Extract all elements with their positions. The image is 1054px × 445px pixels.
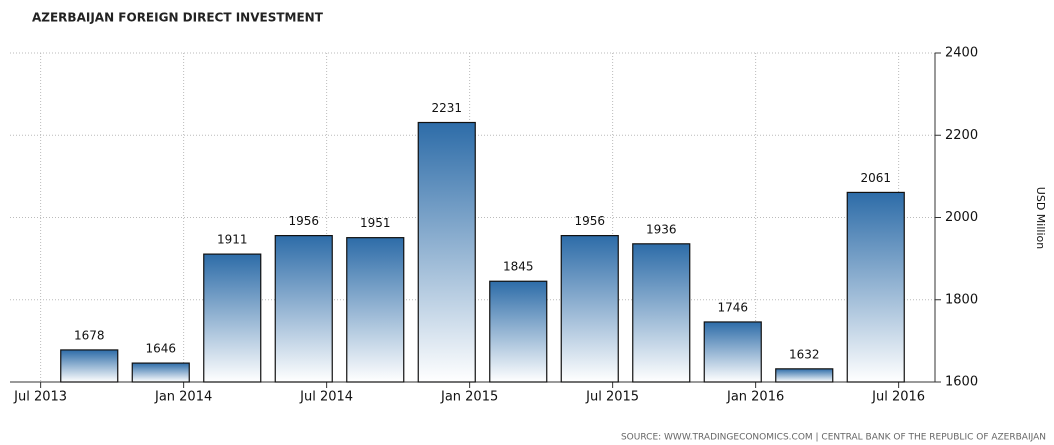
bar bbox=[846, 191, 905, 383]
bar bbox=[703, 321, 762, 383]
bar bbox=[274, 234, 333, 383]
bar bbox=[489, 280, 548, 383]
value-label: 1956 bbox=[574, 214, 605, 228]
bar bbox=[346, 237, 405, 383]
x-tick-label: Jul 2014 bbox=[299, 390, 353, 405]
value-label: 2061 bbox=[860, 171, 891, 185]
bar bbox=[560, 234, 619, 383]
chart-title: AZERBAIJAN FOREIGN DIRECT INVESTMENT bbox=[32, 11, 324, 25]
source-note: SOURCE: WWW.TRADINGECONOMICS.COM | CENTR… bbox=[621, 433, 1046, 443]
bar bbox=[632, 243, 691, 383]
value-label: 1646 bbox=[145, 342, 176, 356]
bar bbox=[203, 253, 262, 383]
x-tick-label: Jan 2014 bbox=[154, 390, 212, 405]
bar bbox=[60, 349, 119, 383]
y-tick-label: 2200 bbox=[945, 128, 978, 143]
x-tick-label: Jan 2015 bbox=[440, 390, 498, 405]
x-tick-label: Jul 2016 bbox=[871, 390, 925, 405]
bar bbox=[417, 121, 476, 383]
value-label: 1951 bbox=[360, 216, 391, 230]
value-label: 2231 bbox=[431, 101, 462, 115]
y-axis-label: USD Million bbox=[1034, 187, 1047, 249]
value-label: 1632 bbox=[789, 347, 820, 361]
bar bbox=[775, 368, 834, 383]
value-label: 1956 bbox=[288, 214, 319, 228]
value-label: 1911 bbox=[217, 233, 248, 247]
value-label: 1936 bbox=[646, 222, 677, 236]
y-tick-label: 1600 bbox=[945, 375, 978, 390]
value-label: 1746 bbox=[717, 300, 748, 314]
x-tick-label: Jul 2015 bbox=[585, 390, 639, 405]
y-tick-label: 2400 bbox=[945, 46, 978, 61]
x-tick-label: Jan 2016 bbox=[726, 390, 784, 405]
x-tick-label: Jul 2013 bbox=[13, 390, 67, 405]
y-tick-label: 1800 bbox=[945, 292, 978, 307]
value-label: 1845 bbox=[503, 260, 534, 274]
bar bbox=[131, 362, 190, 383]
value-label: 1678 bbox=[74, 328, 105, 342]
y-tick-label: 2000 bbox=[945, 210, 978, 225]
